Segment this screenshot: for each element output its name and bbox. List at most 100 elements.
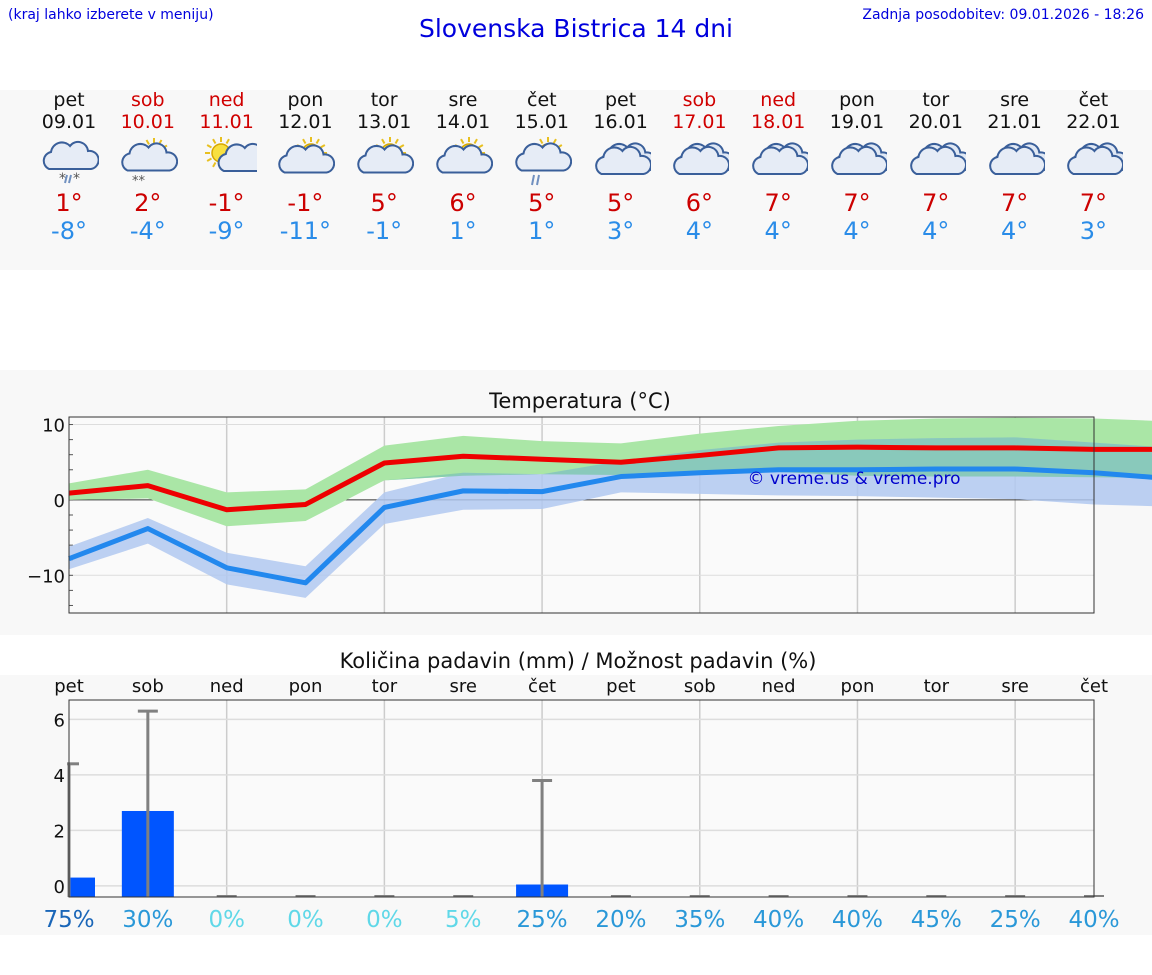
category-label: ned <box>762 676 796 697</box>
temperature-chart: Temperatura (°C) 10 0 −10 © vreme.us & vreme… <box>27 389 1152 614</box>
cloudy-icon <box>988 142 1045 175</box>
precip-probability: 0% <box>366 907 403 933</box>
day-name: sre <box>1000 89 1030 111</box>
day-date: 10.01 <box>120 111 175 133</box>
category-label: tor <box>372 676 398 697</box>
region-hint: (kraj lahko izberete v meniju) <box>8 7 214 23</box>
min-temp: 3° <box>1079 217 1108 245</box>
sun-cloud-icon <box>436 137 493 174</box>
y-tick-label: 0 <box>54 491 65 512</box>
max-temp: 7° <box>843 189 871 217</box>
cloudy-icon <box>673 142 730 175</box>
category-label: pet <box>54 676 84 697</box>
category-label: čet <box>1080 676 1108 697</box>
day-name: sob <box>682 89 717 111</box>
sun-cloud-rain-icon <box>515 137 572 186</box>
overlap-band <box>69 437 1152 527</box>
day-column: tor 20.01 7° 4° <box>891 89 981 245</box>
forecast-strip <box>0 90 1152 270</box>
temperature-title: Temperatura (°C) <box>488 389 671 413</box>
precip-probability: 25% <box>990 907 1041 933</box>
min-temp: 4° <box>1000 217 1029 245</box>
precip-probability: 40% <box>832 907 883 933</box>
cloudy-icon <box>594 142 651 175</box>
day-column: sob 17.01 6° 4° <box>654 89 744 245</box>
cloudy-icon <box>910 142 966 175</box>
day-date: 18.01 <box>750 111 806 133</box>
watermark: © vreme.us & vreme.pro <box>747 469 960 489</box>
min-temp: 3° <box>606 217 635 245</box>
day-date: 17.01 <box>672 111 727 133</box>
category-label: sob <box>132 676 164 697</box>
cloudy-icon <box>831 142 887 175</box>
min-temp-band <box>69 437 1152 598</box>
sun-cloud-snow-icon: ** <box>121 138 178 187</box>
min-temp: -11° <box>279 217 331 245</box>
max-temp: 6° <box>685 189 714 217</box>
day-date: 11.01 <box>199 111 254 133</box>
min-temp: 4° <box>685 217 714 245</box>
max-temp: 1° <box>55 189 83 217</box>
day-date: 22.01 <box>1066 111 1121 133</box>
cloudy-icon <box>1067 142 1124 175</box>
y-tick-label: 6 <box>54 710 65 731</box>
day-name: tor <box>922 89 950 111</box>
day-name: čet <box>527 89 557 111</box>
day-date: 09.01 <box>41 111 97 133</box>
svg-text:*: * <box>59 171 66 187</box>
day-column: ned 18.01 7° 4° <box>733 89 823 245</box>
precip-probability: 0% <box>287 907 324 933</box>
day-name: čet <box>1078 89 1109 111</box>
day-name: tor <box>370 89 398 111</box>
y-tick-label: 4 <box>54 766 65 787</box>
category-label: sre <box>1001 676 1028 697</box>
min-temp: 4° <box>843 217 871 245</box>
plot-frame <box>68 416 1095 614</box>
precip-probability: 35% <box>674 907 725 933</box>
cloud-snow-rain-icon: * * <box>42 140 99 187</box>
precip-probability: 45% <box>911 907 962 933</box>
max-temp: 7° <box>1000 189 1029 217</box>
day-name: pet <box>604 89 637 111</box>
precip-bar <box>69 877 95 897</box>
precip-probability: 0% <box>208 907 245 933</box>
max-temp: 7° <box>922 189 950 217</box>
day-date: 15.01 <box>514 111 569 133</box>
min-temp: -8° <box>51 217 87 245</box>
min-temp: -9° <box>208 217 245 245</box>
min-temp: 1° <box>449 217 477 245</box>
precip-probability: 25% <box>517 907 568 933</box>
day-column: pet 16.01 5° 3° <box>576 89 666 245</box>
sun-cloud-icon <box>357 137 415 174</box>
day-column: čet 15.01 5° 1° <box>497 89 587 245</box>
svg-text:*: * <box>73 171 80 187</box>
svg-text:**: ** <box>132 174 146 187</box>
sun-small-cloud-icon <box>204 137 257 172</box>
last-updated: Zadnja posodobitev: 09.01.2026 - 18:26 <box>862 7 1144 23</box>
day-column: sre 21.01 7° 4° <box>970 89 1060 245</box>
day-name: pet <box>53 89 85 111</box>
category-label: ned <box>210 676 244 697</box>
page-title: Slovenska Bistrica 14 dni <box>418 14 734 43</box>
category-label: pon <box>289 676 323 697</box>
max-temp: 5° <box>606 189 635 217</box>
y-tick-label: 2 <box>54 821 65 842</box>
max-temp: 2° <box>134 189 162 217</box>
day-column: pon 19.01 7° 4° <box>812 89 902 245</box>
precip-probability: 30% <box>122 907 173 933</box>
category-label: sob <box>684 676 716 697</box>
category-label: pon <box>841 676 875 697</box>
day-column: sob 10.01 ** 2° -4° <box>103 89 193 245</box>
day-column: čet 22.01 7° 3° <box>1048 89 1138 245</box>
min-temp-line <box>68 466 1152 586</box>
precip-probability: 40% <box>1068 907 1119 933</box>
min-temp: 1° <box>528 217 556 245</box>
max-temp: 7° <box>764 189 792 217</box>
max-temp-line <box>68 444 1152 513</box>
category-label: čet <box>528 676 556 697</box>
category-label: tor <box>924 676 950 697</box>
day-name: sre <box>448 89 478 111</box>
precipitation-chart: Količina padavin (mm) / Možnost padavin … <box>43 649 1119 933</box>
day-date: 12.01 <box>278 111 333 133</box>
y-tick-label: 0 <box>54 877 65 898</box>
